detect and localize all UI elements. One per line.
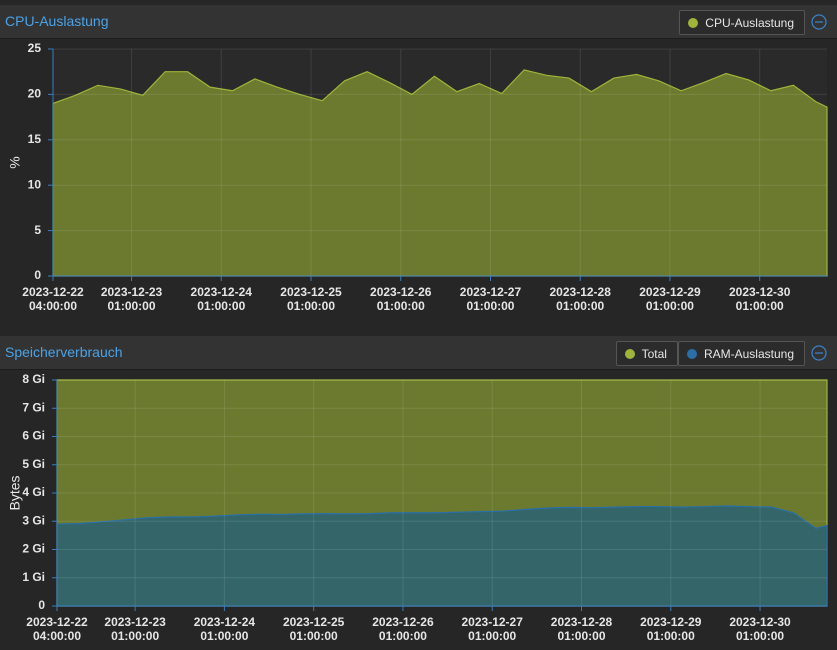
y-tick-label: 2 Gi (22, 542, 45, 556)
x-tick-label: 2023-12-28 01:00:00 (550, 615, 613, 643)
legend-label: RAM-Auslastung (703, 346, 794, 361)
area (52, 69, 828, 277)
legend: Total RAM-Auslastung (615, 341, 805, 366)
x-tick-label: 2023-12-29 01:00:00 (640, 615, 702, 643)
area (56, 505, 828, 607)
x-tick-label: 2023-12-27 01:00:00 (459, 285, 522, 313)
x-tick-label: 2023-12-28 01:00:00 (549, 285, 611, 313)
y-tick-label: 8 Gi (22, 372, 45, 386)
panel-header: CPU-Auslastung CPU-Auslastung (0, 5, 837, 39)
x-tick-label: 2023-12-24 01:00:00 (193, 615, 256, 643)
y-axis-label: % (7, 156, 23, 168)
x-tick-label: 2023-12-22 04:00:00 (22, 285, 84, 313)
y-tick-label: 3 Gi (22, 513, 45, 527)
y-tick-label: 6 Gi (22, 429, 45, 443)
legend: CPU-Auslastung (679, 10, 805, 35)
y-tick-label: 7 Gi (22, 400, 45, 414)
y-tick-label: 0 (34, 268, 41, 282)
legend-swatch (686, 348, 697, 359)
x-tick-label: 2023-12-30 01:00:00 (729, 615, 791, 643)
panel-title: Speicherverbrauch (5, 344, 123, 360)
x-tick-label: 2023-12-24 01:00:00 (190, 285, 252, 313)
legend-label: CPU-Auslastung (705, 15, 794, 30)
legend-item[interactable]: RAM-Auslastung (677, 341, 805, 366)
panel-title: CPU-Auslastung (5, 13, 109, 29)
collapse-button[interactable] (811, 345, 827, 361)
y-tick-label: 25 (28, 41, 42, 55)
y-tick-label: 10 (28, 177, 42, 191)
y-tick-label: 5 Gi (22, 457, 45, 471)
legend-item[interactable]: CPU-Auslastung (679, 10, 805, 35)
x-tick-label: 2023-12-25 01:00:00 (280, 285, 342, 313)
y-axis-label: Bytes (7, 475, 23, 510)
x-tick-label: 2023-12-23 01:00:00 (104, 615, 166, 643)
collapse-button[interactable] (811, 14, 827, 30)
y-tick-label: 20 (28, 87, 42, 101)
x-tick-label: 2023-12-22 04:00:00 (26, 615, 88, 643)
x-tick-label: 2023-12-26 01:00:00 (372, 615, 434, 643)
legend-label: Total (641, 346, 667, 361)
panel-header: Speicherverbrauch Total RAM-Auslastung (0, 336, 837, 370)
x-tick-label: 2023-12-26 01:00:00 (370, 285, 432, 313)
legend-swatch (688, 17, 699, 28)
x-tick-label: 2023-12-27 01:00:00 (461, 615, 523, 643)
legend-item[interactable]: Total (615, 341, 678, 366)
y-tick-label: 4 Gi (22, 485, 45, 499)
y-tick-label: 5 (34, 223, 41, 237)
legend-swatch (624, 348, 635, 359)
y-tick-label: 15 (28, 132, 42, 146)
x-tick-label: 2023-12-29 01:00:00 (639, 285, 701, 313)
x-tick-label: 2023-12-30 01:00:00 (728, 285, 791, 313)
y-tick-label: 1 Gi (22, 570, 45, 584)
x-tick-label: 2023-12-25 01:00:00 (282, 615, 345, 643)
y-tick-label: 0 (38, 598, 45, 612)
x-tick-label: 2023-12-23 01:00:00 (100, 285, 163, 313)
